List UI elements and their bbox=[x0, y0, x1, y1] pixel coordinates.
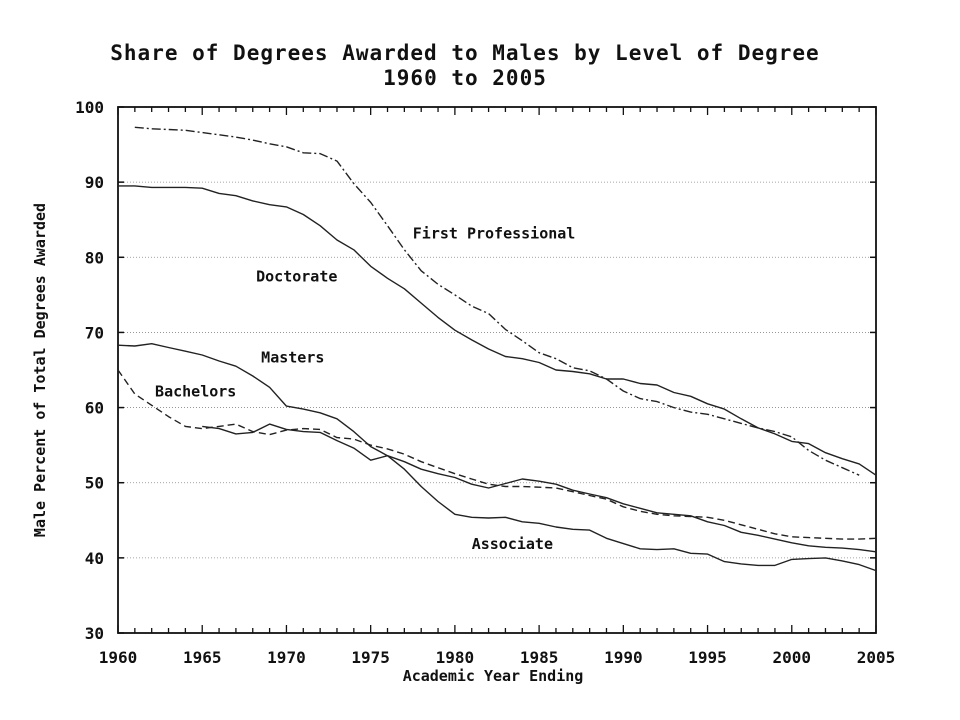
series-line-masters bbox=[117, 343, 877, 553]
x-tick-label: 1980 bbox=[436, 648, 475, 667]
x-tick-label: 2005 bbox=[857, 648, 896, 667]
x-tick-label: 1990 bbox=[604, 648, 643, 667]
x-tick-label: 1995 bbox=[688, 648, 727, 667]
x-tick-label: 1965 bbox=[183, 648, 222, 667]
x-tick-label: 1970 bbox=[267, 648, 306, 667]
y-tick-label: 60 bbox=[85, 399, 104, 418]
y-tick-label: 100 bbox=[75, 98, 104, 117]
series-label: First Professional bbox=[413, 225, 576, 243]
x-axis-title: Academic Year Ending bbox=[403, 667, 584, 685]
series-labels: First Professional Doctorate Masters Bachel… bbox=[155, 225, 575, 553]
series-label: Doctorate bbox=[256, 267, 337, 285]
x-tick-label: 1985 bbox=[520, 648, 559, 667]
series-label: Bachelors bbox=[155, 382, 236, 400]
chart-title: Share of Degrees Awarded to Males by Lev… bbox=[110, 41, 820, 65]
axis-ticks: 30 40 50 60 70 80 90 100 1960 1965 1970 1975 1980 198… bbox=[75, 98, 895, 667]
y-tick-label: 70 bbox=[85, 323, 104, 342]
series-label: Associate bbox=[472, 535, 553, 553]
y-tick-label: 90 bbox=[85, 173, 104, 192]
series-label: Masters bbox=[261, 348, 324, 366]
series-line-associate bbox=[202, 423, 877, 572]
y-tick-label: 30 bbox=[85, 624, 104, 643]
x-tick-label: 1960 bbox=[99, 648, 138, 667]
gridlines bbox=[118, 181, 876, 559]
y-tick-label: 50 bbox=[85, 474, 104, 493]
series-line-doctorate bbox=[118, 185, 877, 476]
y-tick-label: 40 bbox=[85, 549, 104, 568]
x-tick-label: 1975 bbox=[351, 648, 390, 667]
x-tick-label: 2000 bbox=[773, 648, 812, 667]
y-tick-label: 80 bbox=[85, 248, 104, 267]
plot-frame bbox=[117, 106, 877, 634]
series-line-first-professional bbox=[134, 126, 860, 476]
y-axis-title: Male Percent of Total Degrees Awarded bbox=[31, 203, 49, 537]
series-lines bbox=[117, 126, 877, 572]
series-line-bachelors bbox=[117, 369, 877, 540]
chart-subtitle: 1960 to 2005 bbox=[383, 66, 547, 90]
